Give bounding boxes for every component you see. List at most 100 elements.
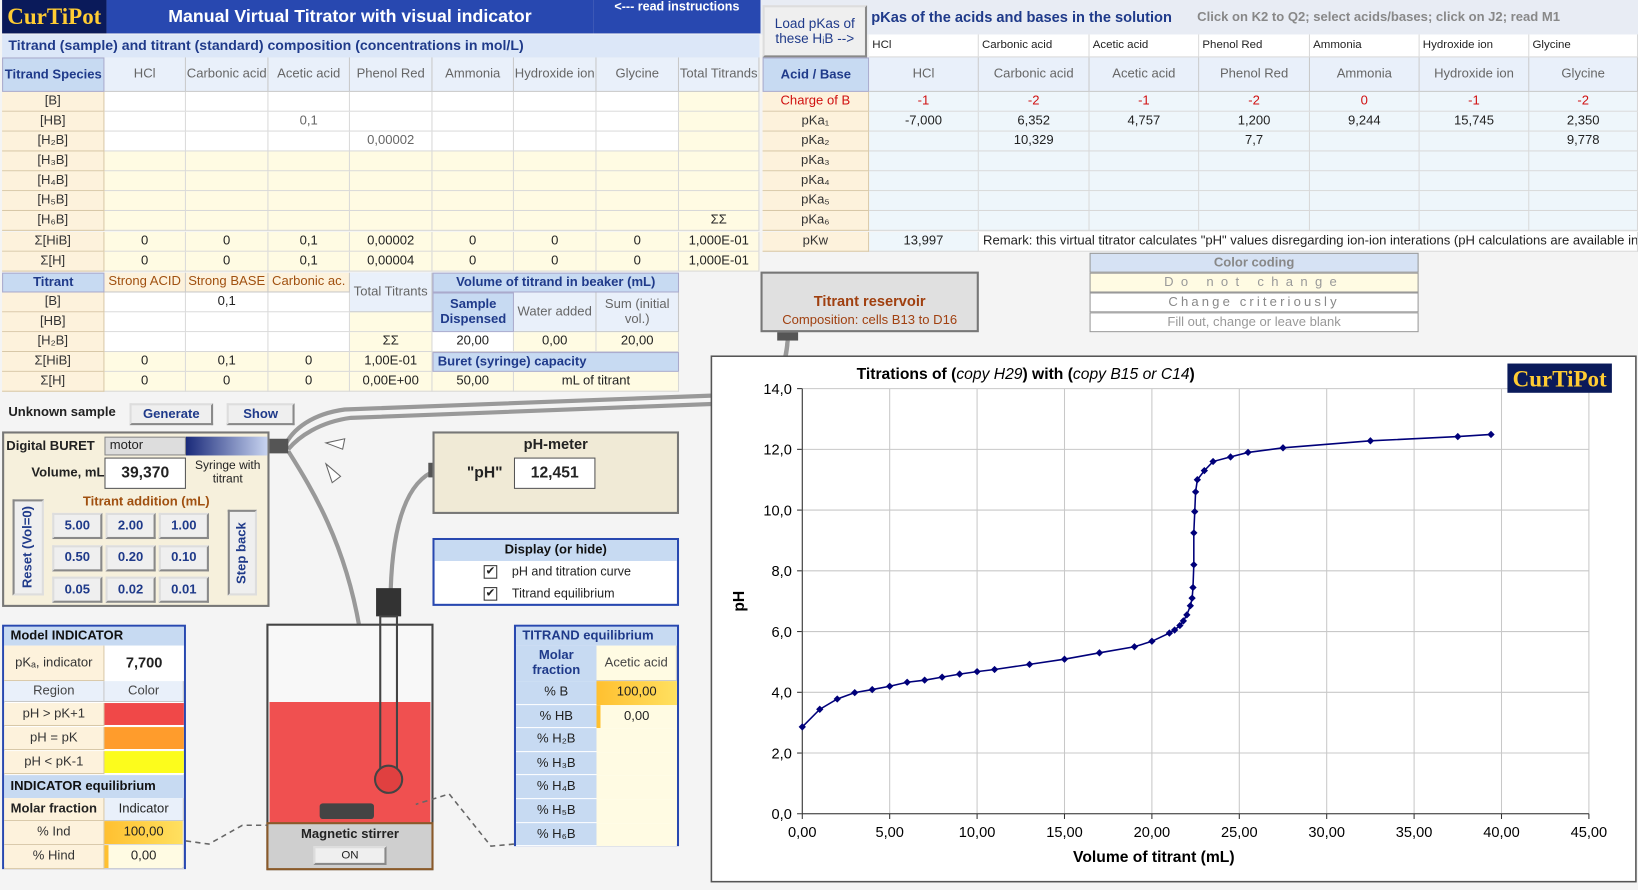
x-tick-label: 35,00: [1396, 825, 1433, 841]
indicator-title: Model INDICATOR: [4, 626, 184, 646]
row-label: [HB]: [2, 111, 105, 132]
capacity: 50,00: [432, 371, 514, 392]
cell: [185, 111, 269, 132]
step-button[interactable]: 0.01: [158, 576, 209, 603]
cell: 0: [268, 352, 350, 372]
cell: 0: [185, 371, 269, 392]
button[interactable]: Show: [226, 403, 295, 426]
data-point: [816, 705, 824, 713]
cell: 0: [596, 251, 680, 272]
data-point: [1060, 655, 1069, 663]
checkbox[interactable]: ✔: [483, 565, 498, 579]
cell: [679, 91, 760, 112]
stirrer-button[interactable]: ON: [313, 846, 387, 865]
row-label: % Hind: [4, 845, 105, 870]
reset-button[interactable]: Reset (Vol=0): [12, 499, 44, 596]
cell: [1419, 211, 1530, 231]
step-button[interactable]: 1.00: [158, 512, 209, 540]
step-button[interactable]: 0.10: [158, 544, 209, 571]
region-label: pH = pK: [4, 727, 105, 751]
cell: 0,00: [104, 845, 184, 870]
cell: [1529, 191, 1638, 212]
cell: 2,350: [1529, 111, 1638, 132]
buret-title: Digital BURET: [6, 438, 95, 454]
step-button[interactable]: 0.02: [105, 576, 156, 603]
button[interactable]: Generate: [129, 403, 214, 426]
cell: [596, 751, 677, 776]
cell: [104, 312, 186, 333]
step-button[interactable]: 0.50: [52, 544, 103, 571]
acid-name: Acetic acid: [1089, 34, 1200, 58]
acid-name: Carbonic acid: [978, 34, 1090, 58]
region-color: [104, 703, 184, 727]
data-point: [1487, 430, 1495, 439]
y-tick-label: 2,0: [772, 746, 792, 762]
cell: [185, 151, 269, 172]
region-color: [104, 727, 184, 751]
step-button[interactable]: 0.20: [105, 544, 156, 571]
display-option[interactable]: Titrand equilibrium: [511, 585, 615, 601]
cell: [1309, 151, 1420, 172]
checkbox[interactable]: ✔: [483, 587, 498, 601]
cell: [432, 191, 514, 212]
row-label: pKa₂: [762, 131, 870, 152]
cell: [1089, 211, 1200, 231]
reservoir: [760, 271, 979, 333]
cell: [869, 171, 979, 192]
title-part: copy H29: [956, 366, 1022, 383]
cell: [596, 211, 680, 231]
cell: 9,244: [1309, 111, 1420, 132]
chart-frame: [710, 355, 1637, 883]
column-header: Hydroxide ion: [1419, 57, 1530, 92]
cell: [1309, 171, 1420, 192]
y-tick-label: 14,0: [763, 382, 791, 398]
electrode-head: [376, 588, 402, 617]
color-coding-title: Color coding: [1089, 252, 1419, 273]
step-button[interactable]: 0.05: [52, 576, 103, 603]
cell: [596, 728, 677, 752]
region-label: pH < pK-1: [4, 751, 105, 775]
cell: -2: [1529, 91, 1638, 112]
acid-name: Phenol Red: [1199, 34, 1310, 58]
column-header: Water added: [513, 292, 597, 333]
cell: [513, 111, 597, 132]
row-label: pKw: [762, 231, 870, 252]
dashed-link: [415, 793, 515, 847]
column-header: Phenol Red: [1199, 57, 1310, 92]
cell: [1419, 131, 1530, 152]
step-button[interactable]: 5.00: [52, 512, 103, 540]
load-pkas-button[interactable]: Load pKas of these HᵢB -->: [762, 5, 868, 58]
cell: [513, 211, 597, 231]
cell: 0,00: [513, 332, 597, 353]
x-axis-label: Volume of titrant (mL): [1073, 849, 1234, 866]
cell: [432, 131, 514, 152]
cell: [268, 332, 350, 353]
y-axis-label: pH: [731, 591, 748, 612]
column-header: Strong ACID: [104, 272, 186, 293]
cell: [513, 151, 597, 172]
cell: [268, 151, 350, 172]
row-label: Σ[HiB]: [2, 352, 105, 372]
cell: [978, 151, 1090, 172]
step-back-button[interactable]: Step back: [227, 509, 257, 596]
cell: 0: [432, 231, 514, 252]
cell: [1089, 171, 1200, 192]
instructions-link[interactable]: <--- read instructions: [593, 0, 761, 34]
cell: 0: [104, 251, 186, 272]
titration-chart: 0,0 2,0 4,0 6,0 8,0 10,0 12,0 14,0 0,00 5,00 10,00…: [710, 355, 1637, 883]
top-panel: [760, 0, 1638, 35]
cell: [104, 171, 186, 192]
cell: [268, 312, 350, 333]
display-option[interactable]: pH and titration curve: [511, 564, 632, 579]
column-header: Acetic acid: [1089, 57, 1200, 92]
acid-name: HCl: [869, 34, 979, 58]
cell: 0,1: [185, 292, 269, 313]
step-button[interactable]: 2.00: [105, 512, 156, 540]
cell: [513, 131, 597, 152]
region-label: pH > pK+1: [4, 703, 105, 727]
volume-value: 39,370: [104, 457, 186, 489]
display-title: Display (or hide): [434, 540, 677, 561]
column-header: Sample Dispensed: [432, 292, 514, 333]
cell: [104, 191, 186, 212]
dashed-link: [185, 824, 268, 845]
